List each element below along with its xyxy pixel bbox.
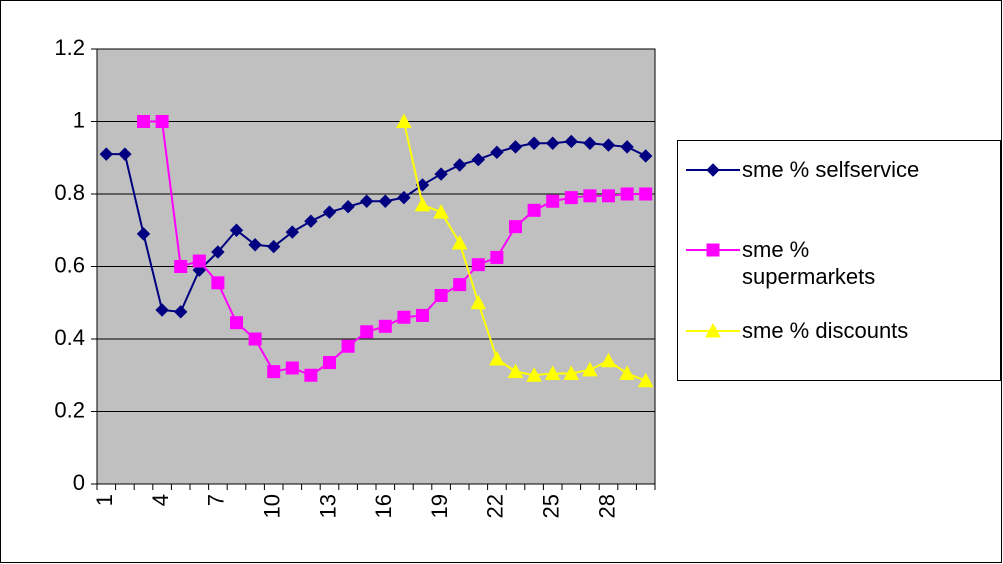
data-point bbox=[600, 352, 617, 368]
data-point bbox=[508, 140, 523, 154]
data-point bbox=[601, 138, 616, 152]
data-point bbox=[378, 194, 393, 208]
data-point bbox=[490, 250, 504, 264]
data-point bbox=[192, 254, 206, 268]
data-point bbox=[452, 158, 467, 172]
legend-box bbox=[677, 140, 1001, 381]
x-tick-label: 7 bbox=[204, 494, 229, 506]
data-point bbox=[396, 113, 412, 128]
data-point bbox=[248, 332, 262, 346]
data-point bbox=[620, 187, 634, 201]
data-point bbox=[526, 367, 542, 382]
data-point bbox=[433, 204, 449, 219]
data-point bbox=[582, 361, 598, 377]
y-tick-label: 0.6 bbox=[54, 252, 85, 277]
data-point bbox=[490, 145, 504, 160]
data-point bbox=[248, 238, 262, 252]
data-point bbox=[639, 187, 653, 201]
data-point bbox=[173, 305, 188, 319]
x-tick-label: 10 bbox=[260, 494, 285, 518]
data-point bbox=[285, 225, 300, 239]
data-point bbox=[527, 136, 541, 150]
data-point bbox=[527, 203, 541, 217]
data-point bbox=[341, 199, 355, 214]
data-point bbox=[414, 196, 431, 212]
data-point bbox=[322, 205, 337, 219]
data-point bbox=[563, 365, 580, 380]
data-point bbox=[471, 258, 485, 272]
data-point bbox=[137, 115, 150, 128]
data-point bbox=[359, 194, 374, 208]
x-tick-label: 22 bbox=[483, 494, 508, 518]
data-point bbox=[285, 361, 299, 375]
data-point bbox=[545, 136, 560, 150]
data-point bbox=[509, 220, 522, 234]
data-point bbox=[174, 260, 188, 273]
data-point bbox=[211, 245, 225, 259]
x-tick-label: 4 bbox=[148, 494, 173, 506]
data-point bbox=[229, 223, 244, 237]
data-point bbox=[378, 319, 392, 333]
legend-marker bbox=[705, 322, 721, 338]
data-point bbox=[453, 278, 467, 292]
data-point bbox=[99, 147, 114, 161]
data-point bbox=[546, 194, 560, 208]
x-tick-label: 13 bbox=[315, 494, 340, 518]
y-tick-label: 0.2 bbox=[54, 397, 85, 422]
data-point bbox=[602, 189, 615, 203]
y-tick-label: 1 bbox=[73, 107, 85, 132]
data-point bbox=[155, 303, 169, 317]
data-point bbox=[118, 147, 132, 161]
x-tick-label: 25 bbox=[539, 494, 564, 518]
data-point bbox=[397, 310, 411, 324]
x-tick-label: 16 bbox=[371, 494, 396, 518]
data-point bbox=[304, 368, 318, 382]
data-point bbox=[619, 365, 635, 380]
x-tick-label: 28 bbox=[594, 494, 619, 518]
x-tick-label: 1 bbox=[92, 494, 117, 506]
legend-marker bbox=[706, 243, 720, 257]
data-point bbox=[637, 372, 654, 388]
legend-label: sme % selfservice bbox=[742, 157, 920, 182]
series-line bbox=[143, 120, 646, 377]
data-point bbox=[564, 134, 579, 149]
data-point bbox=[471, 152, 486, 167]
data-point bbox=[341, 339, 355, 353]
data-point bbox=[451, 234, 468, 250]
data-point bbox=[434, 289, 448, 302]
data-point bbox=[564, 191, 578, 205]
data-point bbox=[397, 190, 411, 205]
legend-marker bbox=[706, 163, 720, 177]
data-point bbox=[266, 239, 281, 254]
data-point bbox=[155, 115, 169, 128]
data-point bbox=[583, 136, 597, 150]
y-tick-label: 0.8 bbox=[54, 180, 85, 205]
data-point bbox=[583, 189, 597, 203]
data-point bbox=[136, 227, 151, 241]
data-point bbox=[638, 149, 653, 163]
data-point bbox=[360, 325, 374, 339]
data-point bbox=[323, 356, 336, 370]
data-point bbox=[620, 140, 634, 154]
data-point bbox=[470, 294, 487, 310]
y-tick-label: 1.2 bbox=[54, 35, 85, 60]
data-point bbox=[230, 316, 243, 330]
data-point bbox=[304, 214, 318, 228]
data-point bbox=[507, 363, 524, 379]
data-point bbox=[434, 167, 448, 181]
data-point bbox=[416, 308, 429, 322]
data-point bbox=[267, 365, 281, 379]
data-point bbox=[211, 276, 225, 290]
x-tick-label: 19 bbox=[427, 494, 452, 518]
data-point bbox=[489, 350, 505, 366]
y-tick-label: 0 bbox=[73, 470, 85, 495]
y-tick-label: 0.4 bbox=[54, 325, 85, 350]
legend-label: sme % discounts bbox=[742, 318, 909, 343]
data-point bbox=[544, 365, 561, 380]
legend-label: sme % supermarkets bbox=[742, 237, 876, 289]
